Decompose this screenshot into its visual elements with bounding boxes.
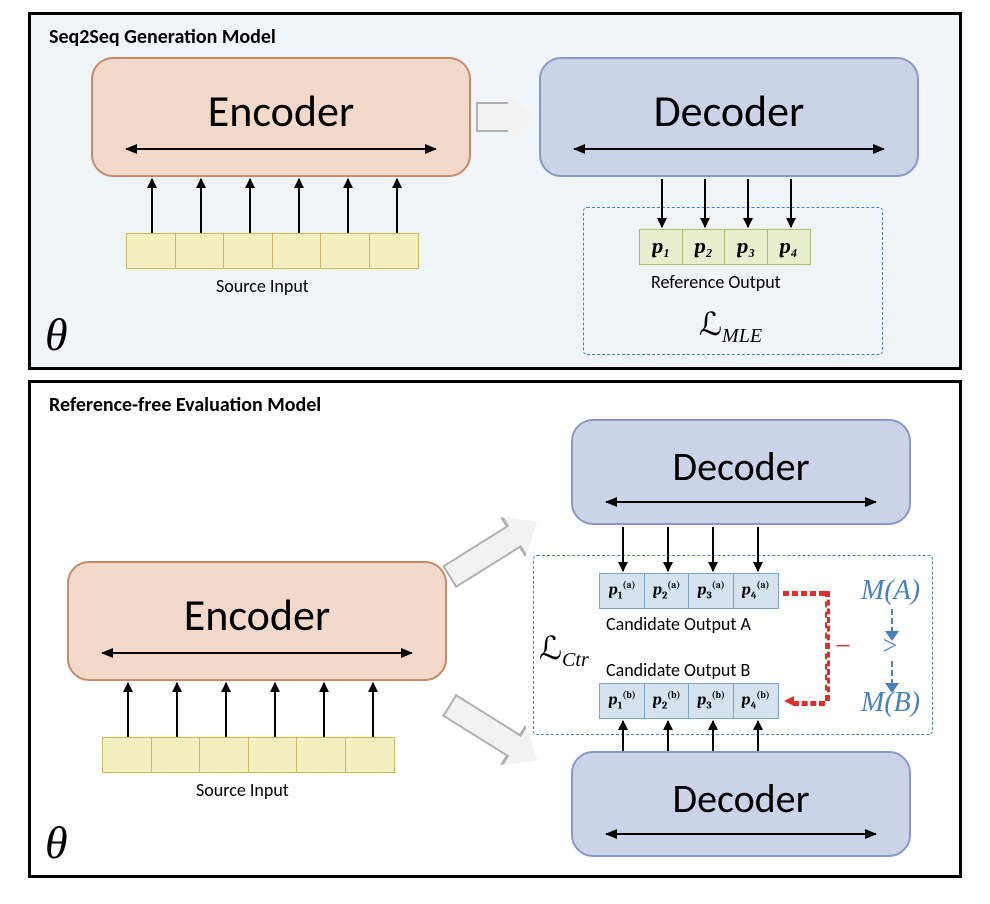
loss-mle: ℒMLE (699, 305, 762, 348)
arrow-up-icon (757, 721, 759, 751)
ref-output-caption: Reference Output (651, 271, 781, 293)
arrow-up-icon (151, 179, 153, 233)
encoder-label: Encoder (208, 84, 354, 138)
panel-ref-free: Reference-free Evaluation Model Encoder … (28, 380, 962, 878)
source-cell (296, 737, 346, 773)
source-tokens-bottom (102, 737, 395, 773)
theta-top: θ (45, 308, 68, 361)
arrow-down-icon (661, 179, 663, 227)
arrow-down-icon (790, 179, 792, 227)
ref-cell: p₁ (639, 229, 683, 265)
arrow-up-icon (396, 179, 398, 233)
red-link-vert (825, 591, 830, 701)
ref-cell: p₄ (767, 229, 811, 265)
ref-cell: p₂ (682, 229, 726, 265)
cand-cell: p1(b) (599, 683, 645, 719)
cand-cell: p2(b) (644, 683, 690, 719)
cand-a-tokens: p1(a) p2(a) p3(a) p4(a) (599, 573, 779, 609)
metric-b: M(B) (861, 687, 920, 719)
source-cell (199, 737, 249, 773)
panel-title-bottom: Reference-free Evaluation Model (49, 393, 321, 417)
arrow-up-icon (225, 683, 227, 737)
metric-a: M(A) (861, 575, 920, 607)
cand-cell: p4(b) (733, 683, 779, 719)
theta-bottom: θ (45, 816, 68, 869)
encoder-block-bottom: Encoder (67, 561, 447, 681)
ref-cell: p₃ (724, 229, 768, 265)
encoder-label: Encoder (184, 588, 330, 642)
source-cell (151, 737, 201, 773)
encoder-span-arrow (102, 652, 412, 654)
cand-b-caption: Candidate Output B (606, 659, 750, 681)
arrow-up-icon (249, 179, 251, 233)
panel-seq2seq: Seq2Seq Generation Model Encoder Decoder… (28, 12, 962, 370)
source-cell (369, 233, 419, 269)
decoder-block-top: Decoder (539, 57, 919, 177)
red-link-top (783, 591, 825, 596)
arrow-up-icon (667, 721, 669, 751)
source-cell (320, 233, 370, 269)
source-cell (175, 233, 225, 269)
decoder-label: Decoder (654, 84, 805, 138)
source-cell (102, 737, 152, 773)
arrow-down-icon (747, 179, 749, 227)
arrow-down-icon (757, 527, 759, 571)
source-cell (126, 233, 176, 269)
ref-tokens: p₁ p₂ p₃ p₄ (639, 229, 811, 265)
metric-arrow-bot (891, 661, 893, 685)
arrow-up-icon (323, 683, 325, 737)
source-input-caption: Source Input (216, 275, 309, 297)
source-cell (345, 737, 395, 773)
decoder-span-arrow (606, 501, 876, 503)
source-cell (223, 233, 273, 269)
arrow-up-icon (298, 179, 300, 233)
decoder-block-a: Decoder (571, 419, 911, 525)
arrow-up-icon (347, 179, 349, 233)
cand-cell: p1(a) (599, 573, 645, 609)
decoder-block-b: Decoder (571, 751, 911, 857)
source-input-caption-b: Source Input (196, 779, 289, 801)
decoder-label: Decoder (672, 774, 809, 823)
red-arrowhead-icon (784, 696, 794, 706)
decoder-span-arrow (574, 148, 884, 150)
arrow-up-icon (200, 179, 202, 233)
decoder-label: Decoder (672, 442, 809, 491)
source-cell (272, 233, 322, 269)
cand-cell: p3(b) (688, 683, 734, 719)
cand-b-tokens: p1(b) p2(b) p3(b) p4(b) (599, 683, 779, 719)
arrow-up-icon (622, 721, 624, 751)
loss-ctr: ℒCtr (539, 629, 589, 672)
red-link-bot (793, 701, 825, 706)
arrow-up-icon (372, 683, 374, 737)
arrow-up-icon (127, 683, 129, 737)
source-cell (248, 737, 298, 773)
encoder-block-top: Encoder (91, 57, 471, 177)
metric-gt: > (881, 631, 899, 661)
arrow-down-icon (712, 527, 714, 571)
cand-cell: p4(a) (733, 573, 779, 609)
minus-sign: − (835, 631, 851, 663)
arrow-up-icon (274, 683, 276, 737)
metric-arrow-top (891, 609, 893, 633)
panel-title-top: Seq2Seq Generation Model (49, 25, 276, 49)
arrow-down-icon (622, 527, 624, 571)
arrow-up-icon (176, 683, 178, 737)
encoder-span-arrow (126, 148, 436, 150)
cand-cell: p3(a) (688, 573, 734, 609)
flow-arrow-top (476, 95, 534, 139)
decoder-span-arrow (606, 833, 876, 835)
arrow-up-icon (712, 721, 714, 751)
arrow-down-icon (667, 527, 669, 571)
cand-a-caption: Candidate Output A (606, 613, 751, 635)
cand-cell: p2(a) (644, 573, 690, 609)
source-tokens-top (126, 233, 419, 269)
arrow-down-icon (704, 179, 706, 227)
